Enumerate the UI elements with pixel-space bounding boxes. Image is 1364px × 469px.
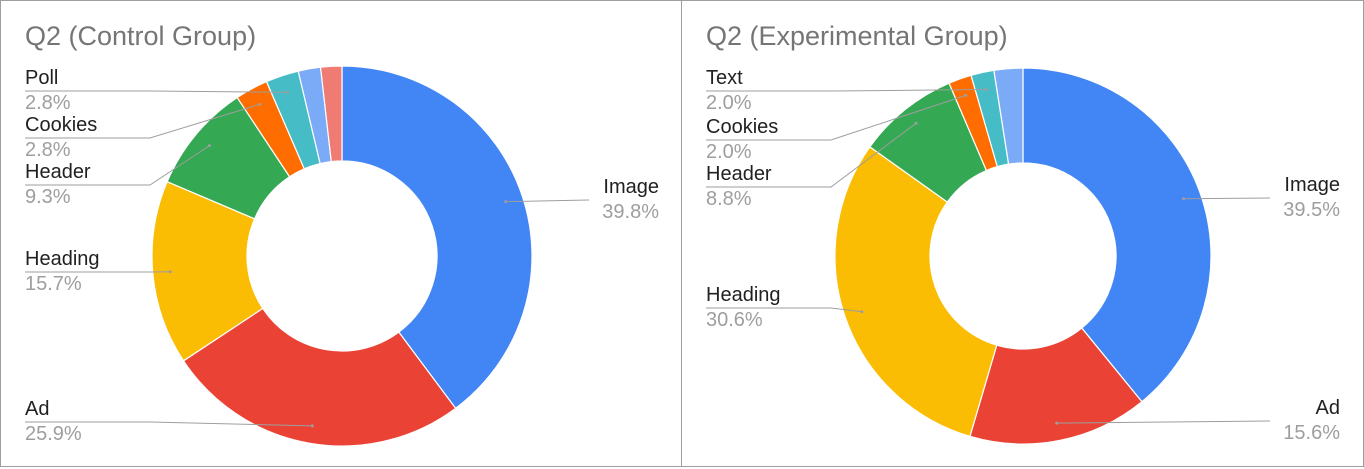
leader-line-ad [25, 421, 313, 427]
leader-dot-cookies [258, 102, 262, 106]
slice-value-cookies: 2.8% [25, 139, 71, 161]
chart-panel-experimental: Q2 (Experimental Group) Image 39.5% Ad 15.6… [681, 0, 1364, 467]
slice-label-image: Image [603, 176, 659, 198]
slice-label-ad: Ad [25, 398, 49, 420]
slice-value-image: 39.8% [602, 201, 659, 223]
slice-label-cookies: Cookies [706, 116, 778, 138]
slice-value-ad: 25.9% [25, 423, 82, 445]
slice-value-header: 8.8% [706, 188, 752, 210]
chart-panel-control: Q2 (Control Group) Image 39.8% Ad 25.9% Head… [0, 0, 682, 467]
slice-ad [182, 307, 457, 447]
leader-line-poll [25, 90, 288, 93]
slice-value-heading: 15.7% [25, 273, 82, 295]
leader-dot-ad [310, 424, 314, 428]
leader-dot-header [207, 144, 211, 148]
slice-value-poll: 2.8% [25, 92, 71, 114]
leader-line-text [706, 89, 987, 92]
donut-chart-experimental: Image 39.5% Ad 15.6% Heading 30.6% Header 8.8% C… [706, 67, 1340, 445]
slice-value-ad: 15.6% [1283, 422, 1340, 444]
slice-label-header: Header [706, 163, 772, 185]
leader-line-image [505, 199, 590, 203]
slice-unlabeled-6 [993, 67, 1024, 165]
slice-label-poll: Poll [25, 67, 58, 89]
leader-dot-heading [860, 310, 864, 314]
leader-dot-poll [286, 90, 290, 94]
slice-image [1022, 67, 1212, 403]
leader-dot-heading [168, 270, 172, 274]
leader-dot-cookies [964, 93, 968, 97]
slice-value-heading: 30.6% [706, 309, 763, 331]
donut-chart-control: Image 39.8% Ad 25.9% Heading 15.7% Header 9.3% C… [25, 65, 659, 447]
slice-heading [151, 180, 264, 362]
slice-image [341, 65, 533, 410]
leader-dot-image [504, 200, 508, 204]
slice-unlabeled-7 [319, 65, 343, 163]
leader-dot-text [984, 88, 988, 92]
slice-value-header: 9.3% [25, 186, 71, 208]
leader-dot-header [914, 121, 918, 125]
slice-value-text: 2.0% [706, 92, 752, 114]
chart-title: Q2 (Control Group) [25, 21, 257, 51]
leader-line-header [706, 122, 917, 188]
slice-label-text: Text [706, 67, 743, 89]
slice-value-image: 39.5% [1283, 199, 1340, 221]
leader-line-header [25, 145, 210, 186]
slice-label-ad: Ad [1316, 397, 1340, 419]
slice-label-header: Header [25, 161, 91, 183]
slice-label-image: Image [1284, 174, 1340, 196]
leader-line-ad [1056, 420, 1271, 424]
leader-dot-ad [1055, 421, 1059, 425]
slice-label-heading: Heading [25, 248, 100, 270]
leader-line-image [1183, 197, 1271, 200]
slice-heading [834, 146, 998, 438]
chart-title: Q2 (Experimental Group) [706, 21, 1008, 51]
leader-line-heading [706, 307, 862, 313]
leader-line-cookies [706, 94, 966, 141]
slice-label-heading: Heading [706, 284, 781, 306]
slice-label-cookies: Cookies [25, 114, 97, 136]
leader-line-cookies [25, 103, 260, 139]
slice-value-cookies: 2.0% [706, 141, 752, 163]
leader-dot-image [1182, 197, 1186, 201]
